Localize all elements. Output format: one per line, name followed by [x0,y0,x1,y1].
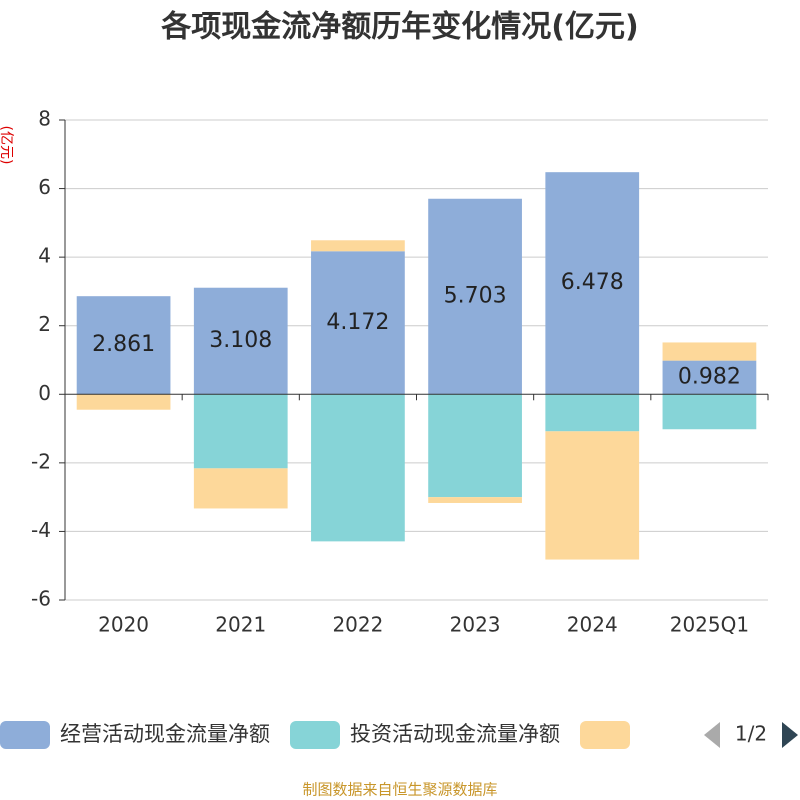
y-tick-label: -6 [31,587,51,611]
y-tick-label: 2 [38,312,51,336]
bar [193,468,288,509]
bar [311,240,405,252]
bar [428,394,522,498]
data-label: 2.861 [92,332,155,357]
chart-title: 各项现金流净额历年变化情况(亿元) [160,10,638,45]
source: 制图数据来自恒生聚源数据库 [302,781,497,799]
bar [76,394,171,410]
data-label: 0.982 [678,364,741,389]
bar [545,394,640,432]
bar [193,287,288,395]
bar [193,394,288,469]
legend-page: 1/2 [735,722,767,746]
bar [428,497,522,503]
legend-swatch[interactable] [580,721,630,749]
data-label: 3.108 [209,328,272,353]
y-tick-label: -4 [31,518,51,542]
bar [428,198,522,395]
x-tick-label: 2024 [567,613,618,637]
y-axis-label: (亿元) [0,126,14,165]
x-tick-label: 2023 [450,613,501,637]
x-tick-label: 2021 [215,613,266,637]
y-tick-label: 0 [38,381,51,405]
bar [311,251,405,395]
bar [311,394,405,542]
x-tick-label: 2025Q1 [670,613,749,637]
legend-prev[interactable] [704,722,720,748]
x-tick-label: 2020 [98,613,149,637]
bar [662,360,757,395]
bar [545,172,640,395]
data-label: 5.703 [444,284,507,309]
data-label: 4.172 [326,310,389,335]
legend-next[interactable] [782,722,798,748]
legend-label[interactable]: 投资活动现金流量净额 [350,722,560,746]
y-tick-label: -2 [31,449,51,473]
bar [545,431,640,560]
x-tick-label: 2022 [332,613,383,637]
y-tick-label: 4 [38,244,51,268]
legend-swatch[interactable] [0,721,50,749]
bar [662,394,757,430]
legend-label[interactable]: 经营活动现金流量净额 [60,722,270,746]
y-tick-label: 6 [38,175,51,199]
legend-swatch[interactable] [290,721,340,749]
bar [662,342,757,361]
y-tick-label: 8 [38,107,51,131]
data-label: 6.478 [561,270,624,295]
bar [76,296,171,395]
